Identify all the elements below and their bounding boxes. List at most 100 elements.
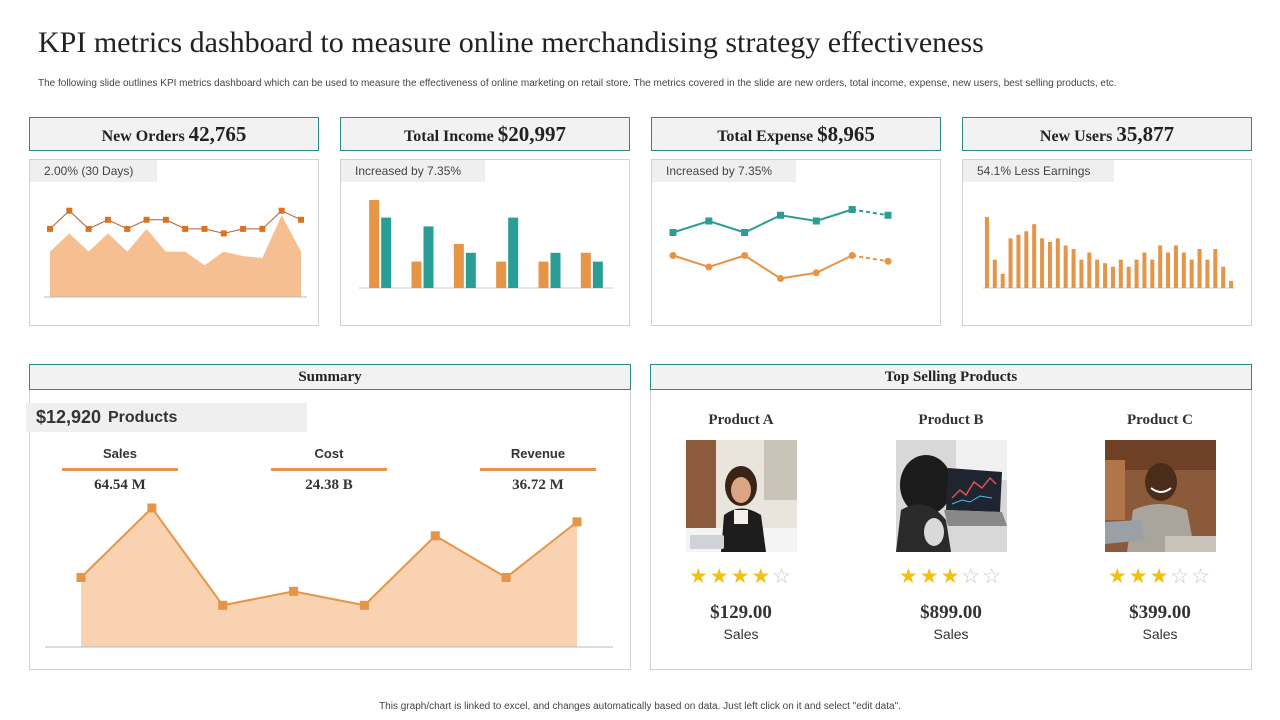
summary-sales-label: Sales	[103, 446, 137, 461]
line-point	[848, 252, 856, 259]
bar	[592, 261, 603, 288]
star-empty-icon: ☆	[1170, 565, 1192, 588]
footer-note: This graph/chart is linked to excel, and…	[379, 701, 901, 712]
bar	[496, 261, 507, 288]
summary-cost-value: 24.38 B	[305, 477, 353, 493]
line-point	[705, 263, 713, 271]
product-name: Product B	[918, 412, 984, 428]
line-series	[672, 208, 853, 234]
product-price: $129.00	[710, 602, 772, 623]
line-point	[218, 600, 228, 610]
bar	[1126, 266, 1131, 288]
bar	[1095, 259, 1100, 288]
product-sales-label: Sales	[933, 626, 969, 642]
summary-amount-label: Products	[108, 409, 178, 426]
product-a-photo	[685, 440, 797, 552]
bar	[550, 252, 561, 288]
bar	[1071, 249, 1076, 288]
bar	[411, 261, 422, 288]
kpi-tag: 2.00% (30 Days)	[30, 160, 158, 182]
summary-divider	[480, 468, 596, 471]
bar	[1213, 249, 1218, 288]
line-series	[672, 254, 853, 280]
line-point	[884, 257, 892, 265]
star-empty-icon: ☆	[961, 565, 983, 588]
star-empty-icon: ☆	[772, 565, 794, 588]
line-point	[66, 207, 73, 214]
bar	[1016, 234, 1021, 288]
line-point	[359, 600, 369, 610]
bar	[465, 252, 476, 288]
line-point	[47, 225, 53, 232]
total-expense-chart	[669, 206, 892, 282]
page-title: KPI metrics dashboard to measure online …	[38, 26, 984, 59]
star-filled-icon: ★	[1128, 565, 1150, 588]
line-point	[220, 230, 227, 237]
line-point	[298, 216, 304, 223]
line-point	[777, 275, 784, 282]
line-point	[201, 225, 208, 232]
bar	[580, 252, 591, 288]
product-b-photo	[895, 440, 1007, 552]
line-point	[278, 207, 285, 214]
kpi-tag: 54.1% Less Earnings	[963, 160, 1115, 182]
bar	[1181, 252, 1186, 288]
forecast-series	[852, 208, 889, 217]
kpi-tag: Increased by 7.35%	[341, 160, 486, 182]
kpi-value: 42,765	[188, 122, 247, 146]
bar	[1008, 238, 1013, 288]
product-card-c[interactable]: Product C ★★★☆☆ $399.00 Sales	[1080, 412, 1240, 642]
line-point	[85, 225, 92, 232]
bar	[1166, 252, 1171, 288]
kpi-total-income-header: Total Income $20,997	[340, 117, 630, 151]
area-series	[81, 507, 577, 647]
page-subtitle: The following slide outlines KPI metrics…	[38, 78, 1117, 89]
total-income-chart	[359, 200, 613, 289]
kpi-total-expense-panel: Increased by 7.35%	[651, 159, 941, 326]
star-filled-icon: ★	[730, 565, 752, 588]
summary-divider	[62, 468, 178, 471]
bar	[1142, 252, 1147, 288]
line-point	[669, 229, 677, 236]
star-filled-icon: ★	[1149, 565, 1171, 588]
bar	[1024, 231, 1029, 288]
summary-cost-label: Cost	[314, 446, 344, 461]
kpi-total-expense-header: Total Expense $8,965	[651, 117, 941, 151]
product-sales-label: Sales	[723, 626, 759, 642]
line-point	[884, 211, 892, 219]
bar	[1173, 245, 1178, 288]
rating-stars: ★★★★☆	[661, 564, 821, 590]
bar	[1221, 266, 1226, 288]
bar	[1189, 259, 1194, 288]
forecast-series	[852, 254, 889, 263]
bar	[369, 200, 380, 288]
line-point	[669, 252, 677, 259]
summary-amount: $12,920	[36, 407, 102, 427]
line-series	[80, 506, 578, 607]
product-price: $399.00	[1129, 602, 1191, 623]
line-point	[572, 517, 582, 527]
summary-cost: Cost 24.38 B	[271, 446, 387, 494]
summary-trend-chart	[45, 503, 613, 648]
product-sales-label: Sales	[1142, 626, 1178, 642]
bar	[1197, 249, 1202, 288]
kpi-value: $8,965	[817, 122, 875, 146]
bar	[453, 244, 464, 288]
star-filled-icon: ★	[709, 565, 731, 588]
summary-divider	[271, 468, 387, 471]
kpi-label: New Users	[1039, 128, 1113, 145]
kpi-new-orders-header: New Orders 42,765	[29, 117, 319, 151]
summary-header: Summary	[29, 364, 631, 390]
kpi-label: Total Expense	[717, 128, 814, 145]
summary-revenue: Revenue 36.72 M	[480, 446, 596, 494]
star-empty-icon: ☆	[1191, 565, 1213, 588]
bar	[1032, 224, 1037, 288]
bar	[984, 217, 989, 288]
product-card-a[interactable]: Product A ★★★★☆ $129.00 Sales	[661, 412, 821, 642]
line-point	[76, 572, 86, 582]
bar	[1103, 263, 1108, 288]
product-card-b[interactable]: Product B ★★★☆☆ $899.00 Sales	[871, 412, 1031, 642]
line-point	[182, 225, 189, 232]
summary-revenue-value: 36.72 M	[512, 477, 564, 493]
bar	[1110, 266, 1115, 288]
